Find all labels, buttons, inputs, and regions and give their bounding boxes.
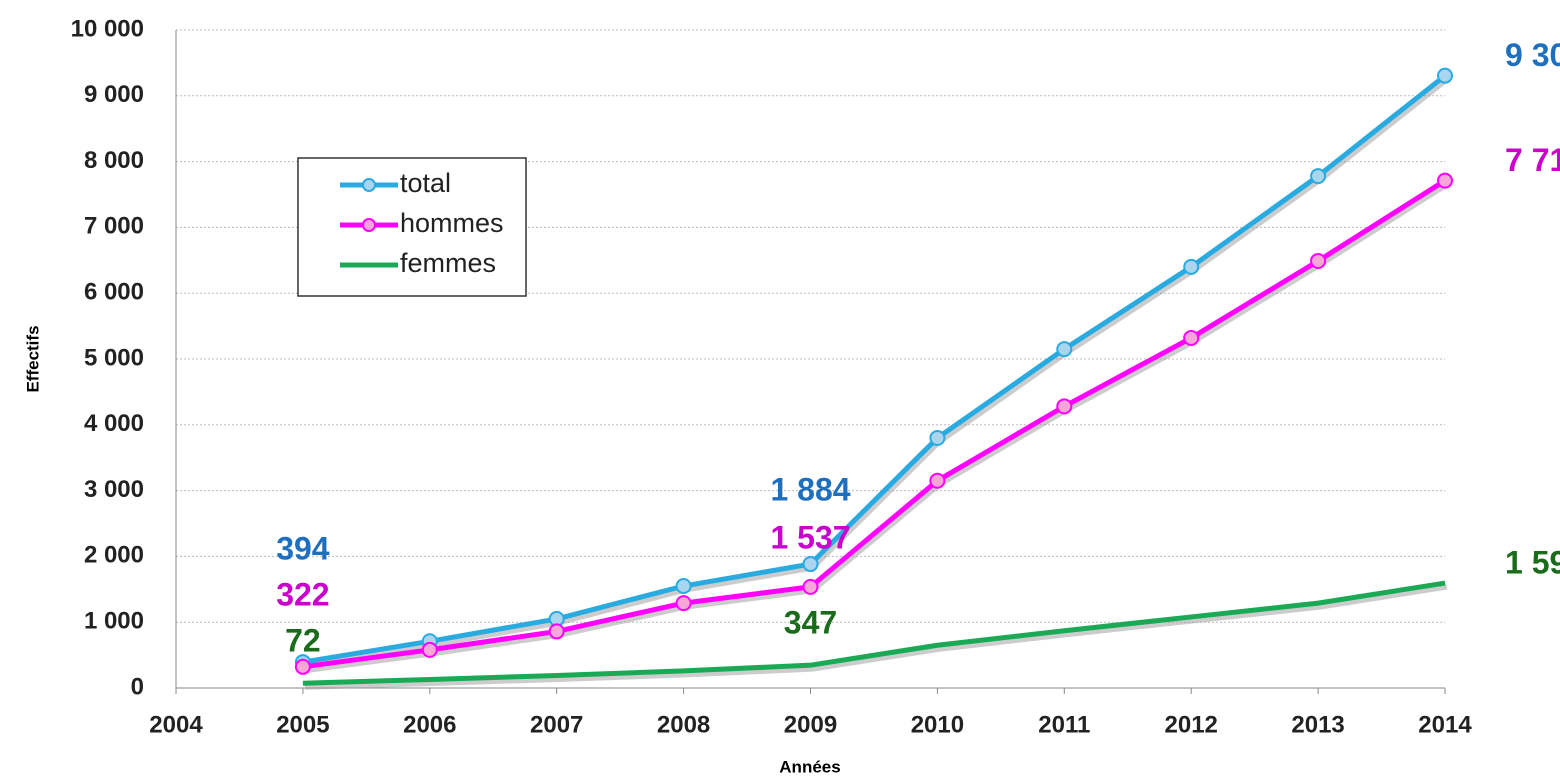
y-tick-label: 6 000 bbox=[84, 279, 144, 306]
line-shadow bbox=[304, 77, 1449, 669]
legend-label: total bbox=[400, 168, 451, 198]
value-label: 1 537 bbox=[770, 519, 850, 555]
legend: total hommes femmes bbox=[297, 157, 527, 297]
y-tick-label: 5 000 bbox=[84, 344, 144, 371]
y-tick-label: 2 000 bbox=[84, 542, 144, 569]
legend-label: hommes bbox=[400, 208, 504, 238]
value-label: 7 711 bbox=[1505, 142, 1560, 178]
x-tick-label: 2014 bbox=[1418, 711, 1472, 738]
value-label: 72 bbox=[285, 623, 321, 659]
x-tick-label: 2007 bbox=[530, 711, 583, 738]
point bbox=[675, 595, 692, 612]
value-label: 1 884 bbox=[770, 471, 850, 507]
legend-marker bbox=[362, 218, 376, 232]
point bbox=[1183, 258, 1200, 275]
value-label: 1 595 bbox=[1505, 545, 1560, 581]
point bbox=[929, 472, 946, 489]
point bbox=[1310, 252, 1327, 269]
point bbox=[802, 556, 819, 573]
legend-box bbox=[297, 157, 527, 297]
x-tick-label: 2004 bbox=[149, 711, 203, 738]
x-tick-label: 2011 bbox=[1038, 711, 1090, 738]
y-axis-title: Effectifs bbox=[23, 325, 42, 392]
y-tick-label: 1 000 bbox=[84, 608, 144, 635]
x-tick-label: 2006 bbox=[403, 711, 456, 738]
y-tick-label: 9 000 bbox=[84, 81, 144, 108]
x-tick-label: 2010 bbox=[911, 711, 964, 738]
value-label: 9 306 bbox=[1505, 37, 1560, 73]
point bbox=[675, 578, 692, 595]
point bbox=[294, 658, 311, 675]
value-label: 394 bbox=[276, 531, 330, 567]
x-axis-title: Années bbox=[779, 757, 840, 776]
series-line bbox=[302, 73, 1447, 665]
point bbox=[421, 641, 438, 658]
point bbox=[1310, 168, 1327, 185]
x-tick-label: 2013 bbox=[1291, 711, 1344, 738]
x-tick-label: 2012 bbox=[1165, 711, 1218, 738]
series-line bbox=[302, 178, 1447, 670]
x-tick-label: 2009 bbox=[784, 711, 837, 738]
point bbox=[1437, 172, 1453, 189]
legend-marker bbox=[362, 178, 376, 192]
point bbox=[1437, 67, 1453, 84]
x-tick-label: 2005 bbox=[276, 711, 329, 738]
y-tick-label: 0 bbox=[131, 673, 144, 700]
point bbox=[1183, 329, 1200, 346]
point bbox=[1056, 341, 1073, 358]
line-shadow bbox=[304, 182, 1449, 674]
point bbox=[929, 429, 946, 446]
point bbox=[548, 623, 565, 640]
y-tick-label: 10 000 bbox=[71, 15, 144, 42]
line-shadow bbox=[304, 584, 1448, 690]
value-label: 347 bbox=[784, 605, 837, 641]
y-tick-label: 4 000 bbox=[84, 410, 144, 437]
value-label: 322 bbox=[276, 577, 329, 613]
legend-label: femmes bbox=[400, 248, 496, 278]
series-line bbox=[302, 580, 1446, 686]
y-tick-label: 3 000 bbox=[84, 476, 144, 503]
point bbox=[1056, 398, 1073, 415]
x-tick-label: 2008 bbox=[657, 711, 710, 738]
point bbox=[802, 578, 819, 595]
y-tick-label: 7 000 bbox=[84, 213, 144, 240]
y-tick-label: 8 000 bbox=[84, 147, 144, 174]
